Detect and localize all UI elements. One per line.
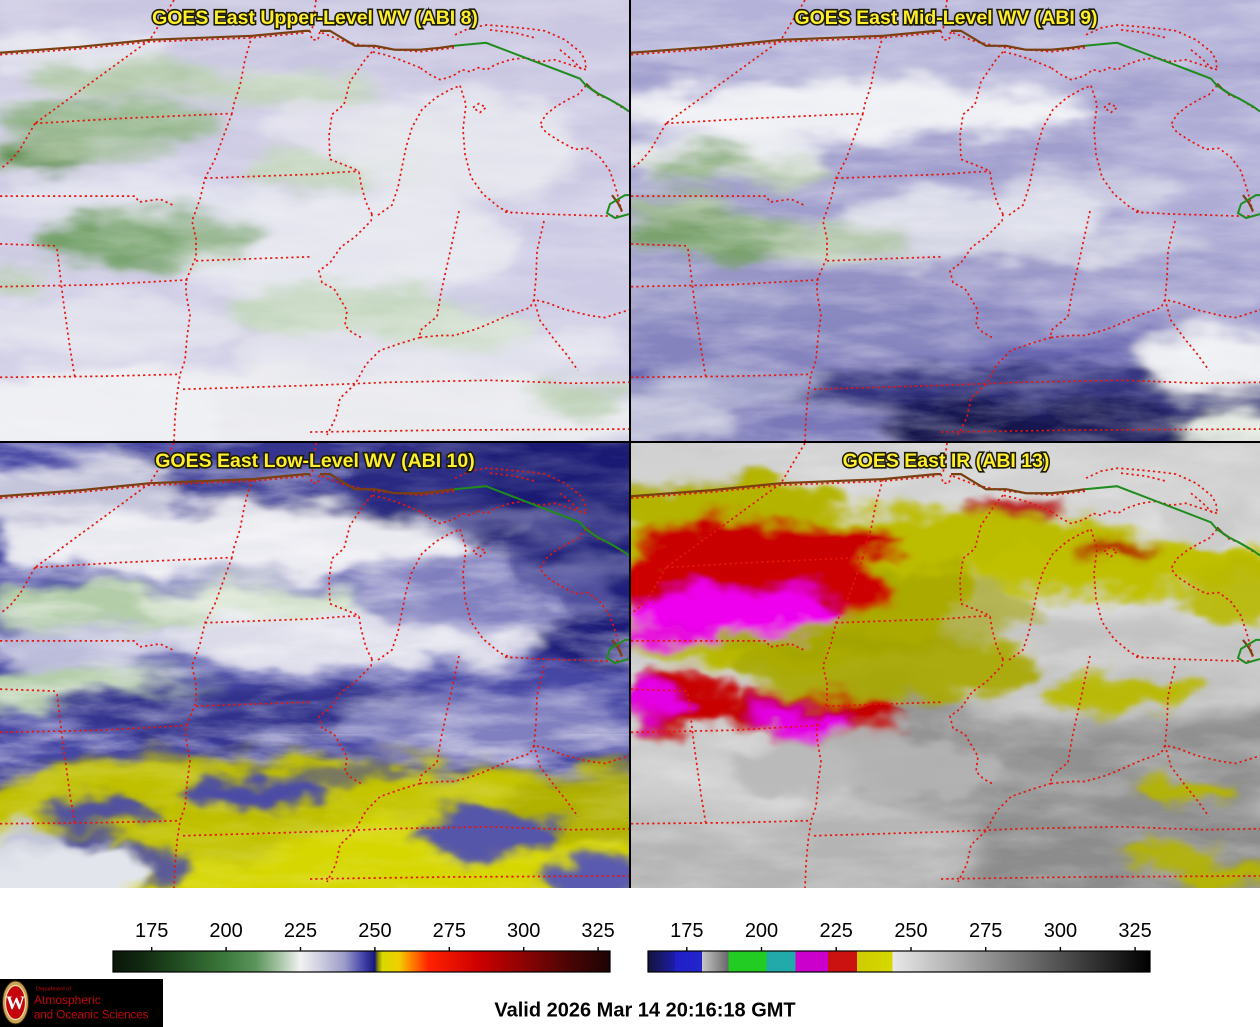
svg-text:GOES East Mid-Level WV (ABI 9): GOES East Mid-Level WV (ABI 9) — [794, 7, 1097, 29]
svg-text:225: 225 — [284, 920, 317, 942]
svg-text:275: 275 — [433, 920, 466, 942]
svg-text:325: 325 — [1118, 920, 1151, 942]
svg-text:200: 200 — [745, 920, 778, 942]
svg-text:250: 250 — [894, 920, 927, 942]
svg-text:200: 200 — [209, 920, 242, 942]
svg-text:Valid 2026 Mar 14 20:16:18 GMT: Valid 2026 Mar 14 20:16:18 GMT — [494, 1000, 795, 1022]
svg-text:175: 175 — [670, 920, 703, 942]
svg-text:175: 175 — [135, 920, 168, 942]
svg-text:Atmospheric: Atmospheric — [34, 993, 101, 1007]
svg-text:250: 250 — [358, 920, 391, 942]
svg-text:GOES East Low-Level WV (ABI 10: GOES East Low-Level WV (ABI 10) — [155, 450, 474, 472]
svg-text:300: 300 — [1044, 920, 1077, 942]
svg-text:225: 225 — [820, 920, 853, 942]
svg-text:Department of: Department of — [36, 987, 71, 993]
svg-text:GOES East IR (ABI 13): GOES East IR (ABI 13) — [843, 450, 1050, 472]
svg-text:and Oceanic Sciences: and Oceanic Sciences — [34, 1010, 149, 1022]
svg-text:W: W — [6, 993, 25, 1014]
svg-text:325: 325 — [581, 920, 614, 942]
svg-text:275: 275 — [969, 920, 1002, 942]
svg-text:GOES East Upper-Level WV (ABI: GOES East Upper-Level WV (ABI 8) — [152, 7, 478, 29]
svg-text:300: 300 — [507, 920, 540, 942]
